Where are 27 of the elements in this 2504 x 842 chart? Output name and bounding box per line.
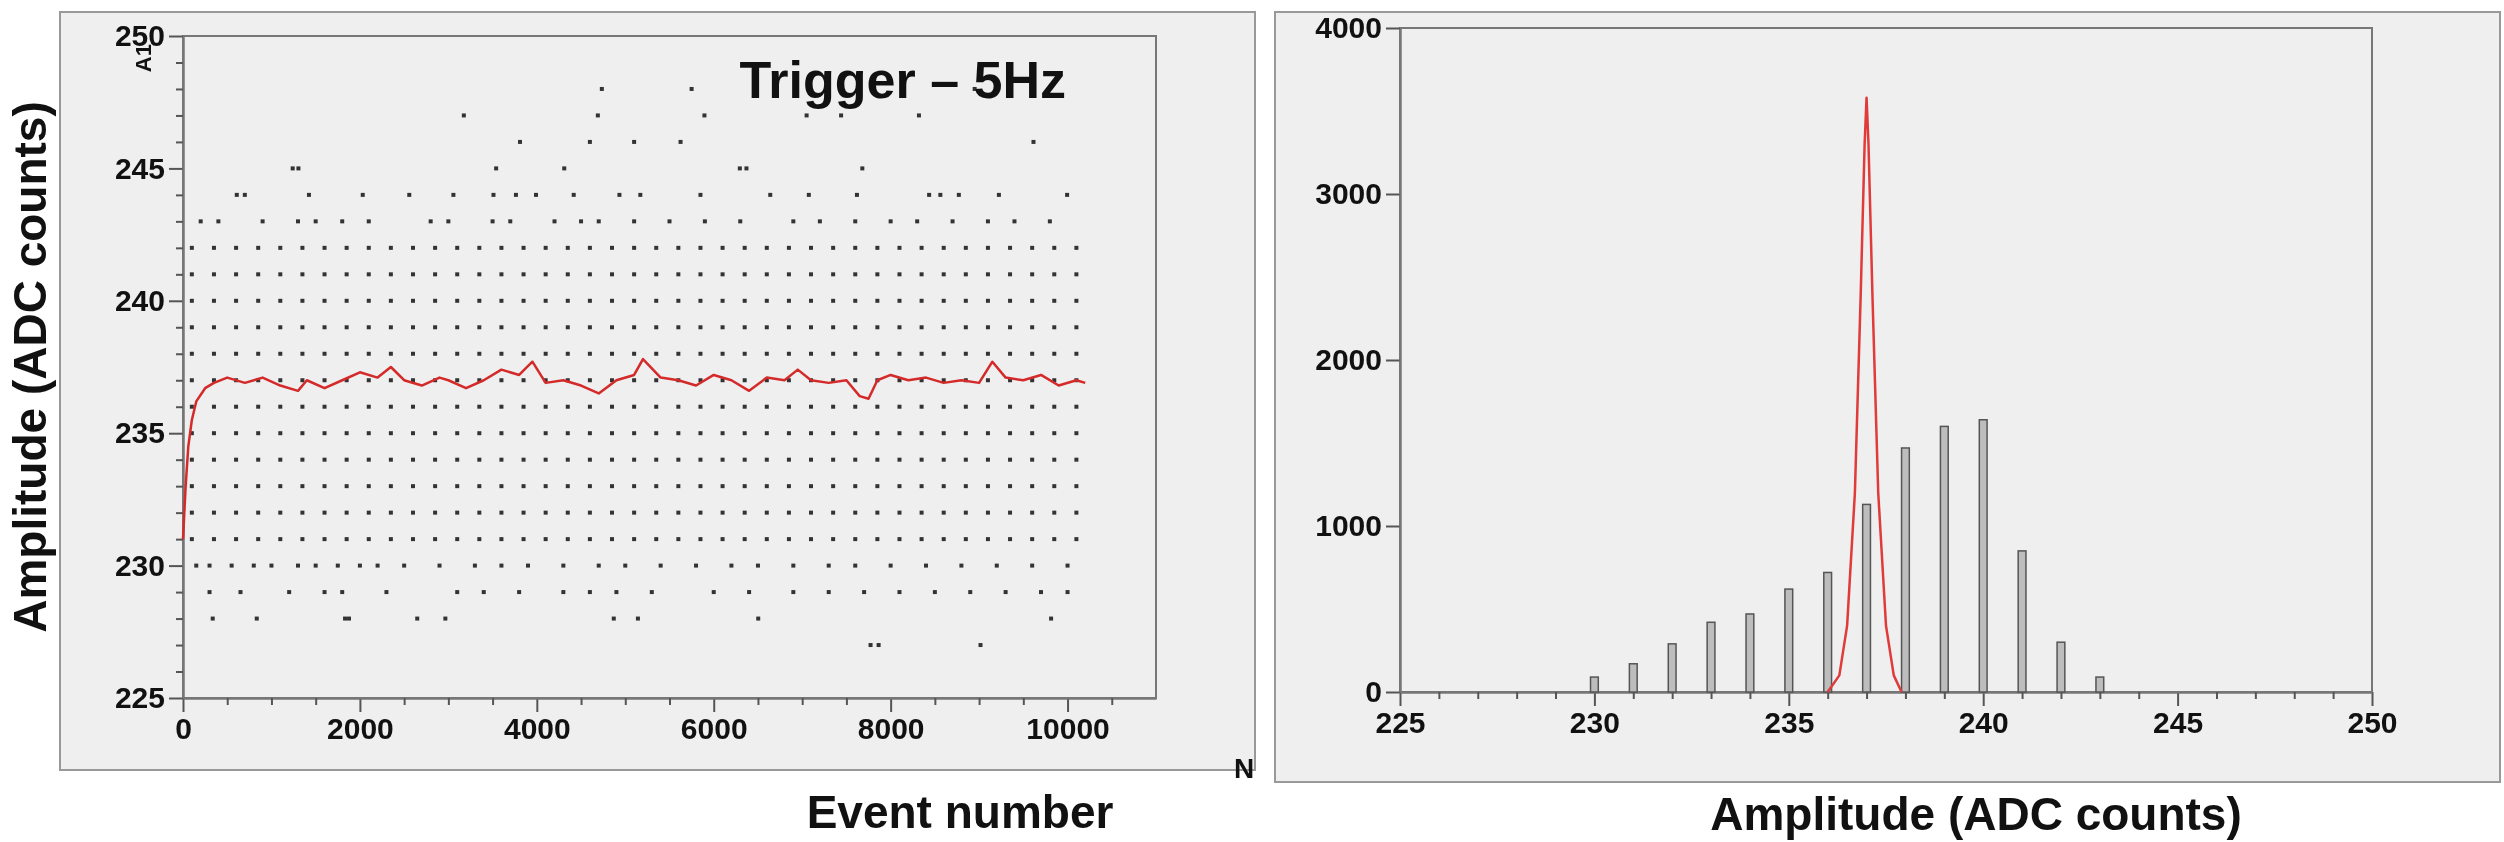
x-tick-label: 2000	[327, 712, 394, 746]
y-tick-label: 235	[114, 416, 165, 450]
chart-title: Trigger – 5Hz	[739, 51, 1066, 109]
y-tick-label: 245	[114, 151, 165, 185]
x-tick-label: 240	[1958, 706, 2009, 740]
x-tick-label: 6000	[680, 712, 748, 746]
x-axis-title: N	[1233, 753, 1255, 784]
x-tick-label: 225	[1375, 706, 1426, 740]
x-tick-label: 8000	[857, 712, 925, 746]
y-tick-label: 240	[114, 283, 165, 317]
y-tick-label: 1000	[1315, 509, 1382, 543]
x-tick-label: 230	[1569, 706, 1620, 740]
x-tick-label: 0	[175, 712, 192, 746]
x-axis-title: Amplitude (ADC counts)	[1710, 788, 2242, 840]
x-tick-label: 250	[2347, 706, 2398, 740]
y-tick-label: 2000	[1315, 343, 1382, 377]
y-tick-label: 4000	[1315, 11, 1382, 45]
y-tick-label: 225	[114, 681, 165, 715]
y-tick-label: 3000	[1315, 177, 1382, 211]
text: Amplitude (ADC counts)	[4, 101, 56, 633]
x-tick-label: 245	[2153, 706, 2204, 740]
x-tick-label: 235	[1764, 706, 1815, 740]
x-tick-label: 4000	[503, 712, 571, 746]
y-tick-label: 230	[114, 548, 165, 582]
text: Event number	[806, 786, 1114, 838]
x-tick-label: 10000	[1026, 712, 1110, 746]
y-tick-label: 0	[1365, 675, 1382, 709]
